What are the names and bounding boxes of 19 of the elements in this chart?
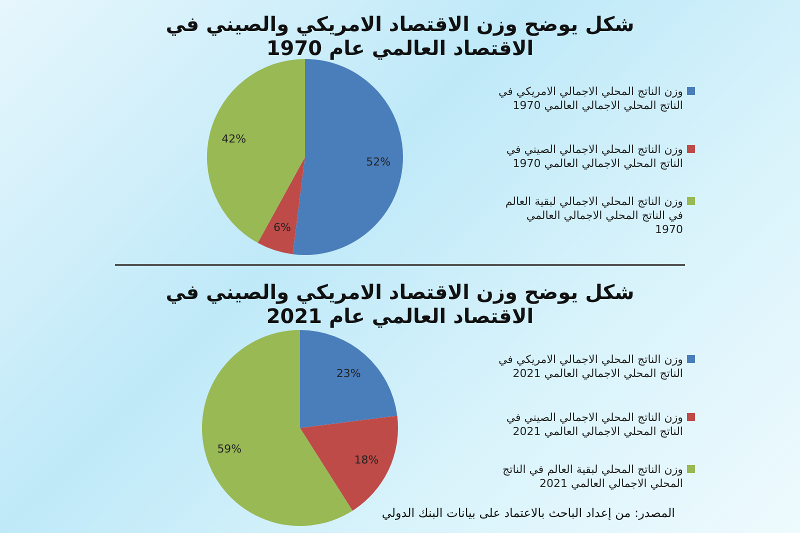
data-label: 59% xyxy=(217,442,242,456)
pie-slice xyxy=(207,59,305,243)
pie-slice xyxy=(292,59,403,255)
text: المصدر: من إعداد الباحث بالاعتماد على بيانات البنك الدولي xyxy=(382,506,675,520)
data-label: 52% xyxy=(366,156,391,169)
legend-label: وزن الناتج المحلي الاجمالي الامريكي في الناتج المحلي الاجمالي العالمي 1970 xyxy=(498,85,683,113)
chart-title: شكل يوضح وزن الاقتصاد الامريكي والصيني في الاقتصاد العالمي عام 2021 xyxy=(164,280,636,328)
data-label: 6% xyxy=(274,220,292,234)
legend-label: وزن الناتج المحلي الاجمالي الامريكي في الناتج المحلي الاجمالي العالمي 2021 xyxy=(498,353,683,381)
data-label: 18% xyxy=(354,453,379,466)
legend-label: وزن الناتج المحلي الاجمالي لبقية العالم في الناتج المحلي الاجمالي العالمي 1970 xyxy=(504,195,683,237)
legend-label: وزن الناتج المحلي الاجمالي الصيني في الناتج المحلي الاجمالي العالمي 1970 xyxy=(505,143,683,171)
chart-title: شكل يوضح وزن الاقتصاد الامريكي والصيني في الاقتصاد العالمي عام 1970 xyxy=(164,12,636,60)
pie-slice xyxy=(258,157,305,254)
data-label: 42% xyxy=(222,132,246,146)
legend-label: وزن الناتج المحلي الاجمالي الصيني في الناتج المحلي الاجمالي العالمي 2021 xyxy=(505,411,683,439)
legend-label: وزن الناتج المحلي لبقية العالم في الناتج المحلي الاجمالي العالمي 2021 xyxy=(502,463,683,491)
data-label: 23% xyxy=(336,366,361,380)
pie-slice xyxy=(300,330,398,428)
